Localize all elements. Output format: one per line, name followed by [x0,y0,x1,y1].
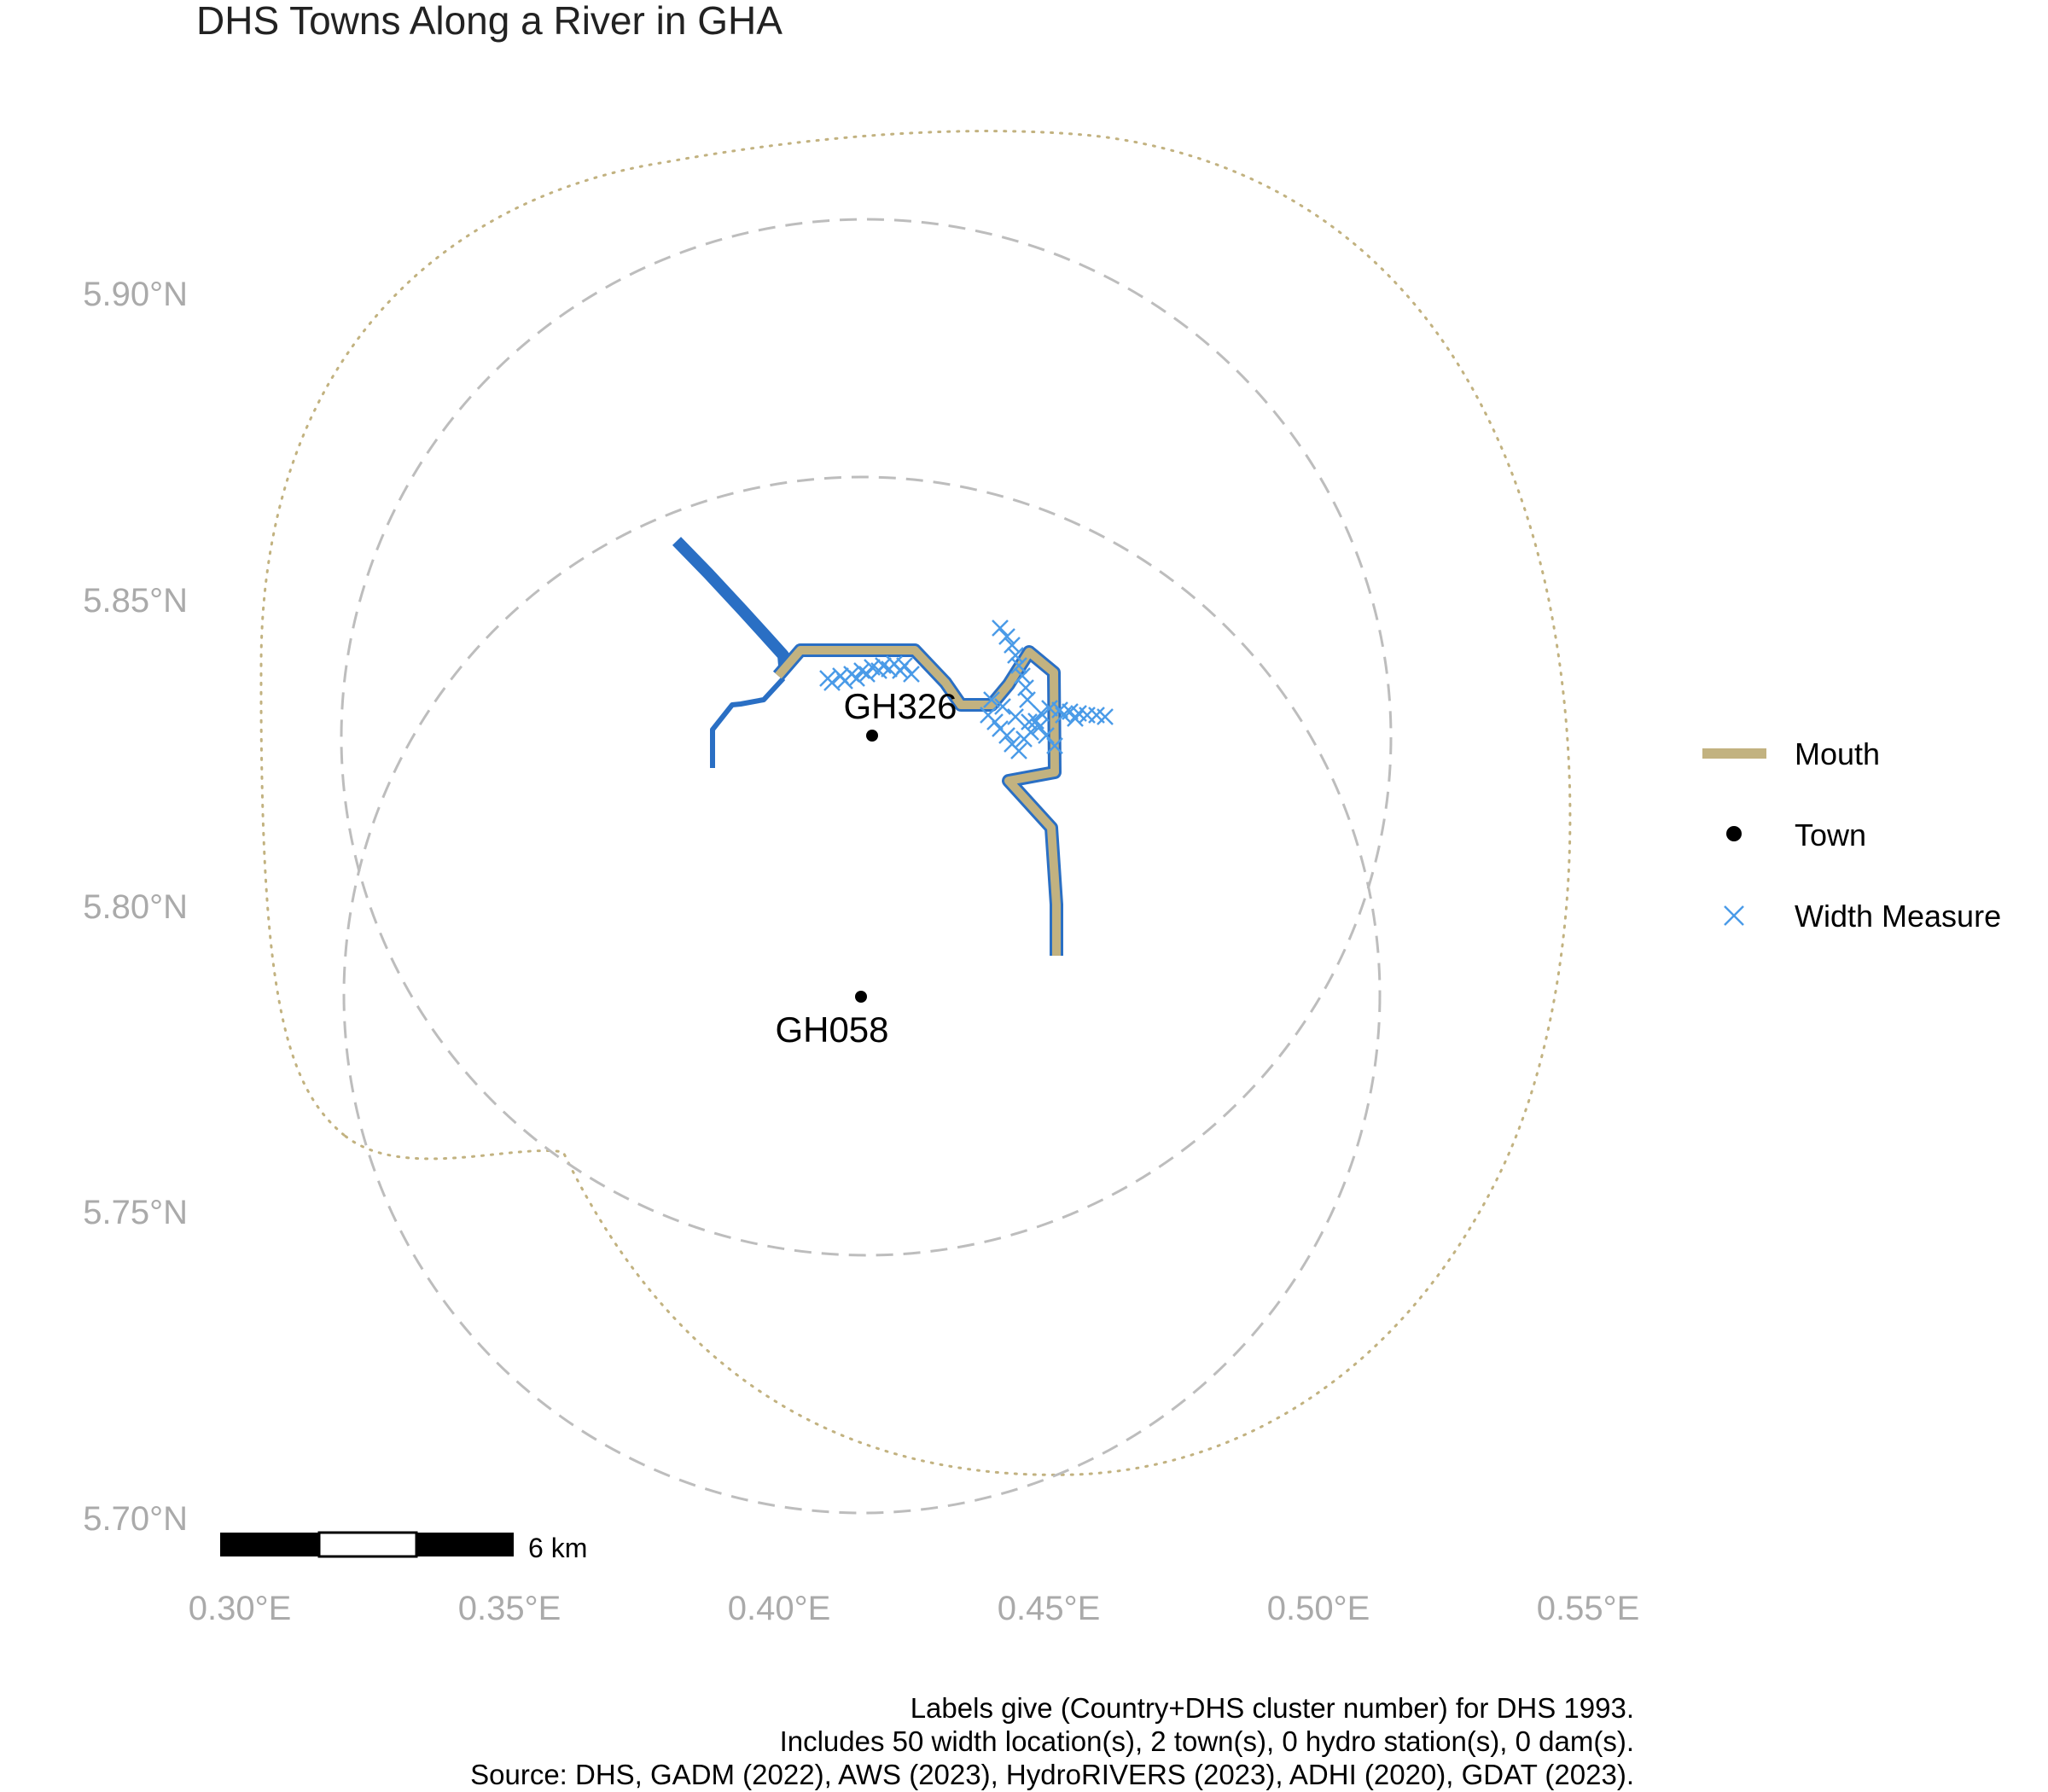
width-measure-cross [1055,707,1072,724]
town-dot-gh326 [866,730,878,742]
buffer-circle-gh326 [340,218,1393,1257]
towns: GH326 GH058 [775,686,957,1050]
width-measure-cross [1010,657,1027,674]
width-measure-cross [992,620,1009,637]
y-tick-label: 5.70°N [83,1500,188,1538]
river-network [672,537,1063,956]
width-measure-cross [1041,700,1058,717]
width-measure-cross [998,628,1015,645]
outer-boundary [259,130,1572,1476]
river-tributary-lower [710,676,786,768]
width-measure-cross [1038,727,1055,744]
town-dot-gh058 [855,991,867,1003]
scale-bar-seg-1 [220,1533,319,1556]
width-measure-cross [1033,705,1050,722]
x-tick-label: 0.55°E [1537,1590,1640,1627]
y-axis: 5.90°N 5.85°N 5.80°N 5.75°N 5.70°N [83,276,188,1538]
x-tick-label: 0.35°E [458,1590,561,1627]
caption-line-2: Includes 50 width location(s), 2 town(s)… [780,1725,1634,1757]
width-measure-cross [1031,719,1048,736]
scale-bar: 6 km [220,1531,587,1563]
x-tick-label: 0.40°E [728,1590,831,1627]
caption-line-1: Labels give (Country+DHS cluster number)… [911,1692,1634,1724]
y-tick-label: 5.90°N [83,276,188,313]
town-label-gh326: GH326 [843,686,957,726]
x-tick-label: 0.30°E [189,1590,292,1627]
width-measure-cross [848,670,865,687]
y-tick-label: 5.80°N [83,888,188,926]
width-measure-cross [1097,708,1114,725]
legend-width-swatch [1724,905,1744,926]
width-measure-cross [1067,710,1084,727]
legend-width-label: Width Measure [1795,899,2001,934]
buffer-circle-gh058 [342,475,1382,1515]
x-tick-label: 0.50°E [1267,1590,1370,1627]
width-measure-cross [986,713,1004,730]
width-measure-cross [994,698,1011,715]
y-tick-label: 5.75°N [83,1194,188,1231]
width-measure-cross [892,662,909,679]
width-measure-cross [1010,742,1027,759]
width-measure-cross [1014,667,1031,684]
x-tick-label: 0.45°E [998,1590,1101,1627]
width-measure-cross [1046,737,1063,754]
width-measure-cross [1022,724,1039,741]
scale-bar-seg-2 [317,1531,418,1558]
width-measure-cross [1004,637,1021,654]
width-measure-cross [1021,713,1038,730]
scale-bar-seg-3 [416,1533,514,1556]
width-measure-cross [1007,708,1024,725]
legend: Mouth Town Width Measure [1702,736,2001,934]
mouth-path [775,646,1061,956]
legend-town-swatch [1726,826,1742,841]
width-measure-cross [1051,701,1068,719]
river-tributary-upper [672,537,790,666]
y-tick-label: 5.85°N [83,582,188,620]
width-measure-cross [998,727,1015,744]
map-title: DHS Towns Along a River in GHA [196,0,783,43]
legend-town-label: Town [1795,817,1866,852]
width-measure-cross [1019,691,1036,708]
width-measure-cross [903,666,920,683]
caption: Labels give (Country+DHS cluster number)… [470,1692,1634,1790]
x-axis: 0.30°E 0.35°E 0.40°E 0.45°E 0.50°E 0.55°… [189,1590,1640,1627]
caption-line-3: Source: DHS, GADM (2022), AWS (2023), Hy… [470,1759,1634,1790]
width-measure-cross [983,691,1000,708]
legend-mouth-label: Mouth [1795,736,1880,771]
width-measures [819,620,1114,759]
scale-bar-label: 6 km [528,1533,587,1563]
town-label-gh058: GH058 [775,1009,888,1050]
width-measure-cross [870,662,887,679]
width-measure-cross [853,662,870,679]
width-measure-cross [858,666,876,683]
width-measure-cross [1007,647,1024,664]
